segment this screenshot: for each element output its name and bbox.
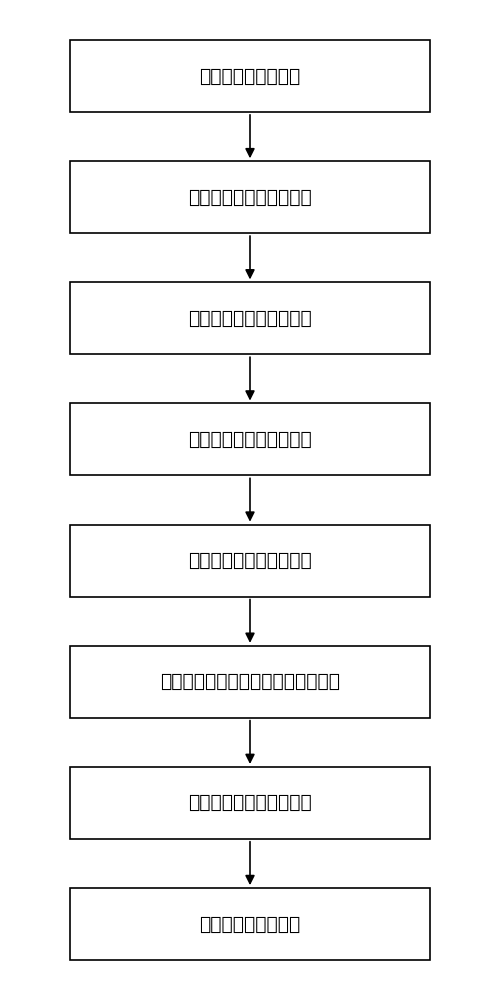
FancyBboxPatch shape <box>70 403 430 475</box>
FancyBboxPatch shape <box>70 767 430 839</box>
Text: 浸入活化溶液，活化处理: 浸入活化溶液，活化处理 <box>188 551 312 570</box>
Text: 去离子水冲洗干净，烘干: 去离子水冲洗干净，烘干 <box>188 793 312 812</box>
Text: 置于丙酮溶液中超声清洗: 置于丙酮溶液中超声清洗 <box>188 188 312 207</box>
FancyBboxPatch shape <box>70 646 430 718</box>
Text: 去离子水冲洗干净，烘干: 去离子水冲洗干净，烘干 <box>188 309 312 328</box>
FancyBboxPatch shape <box>70 888 430 960</box>
Text: 制得掺铝氧化锌薄膜: 制得掺铝氧化锌薄膜 <box>200 914 300 934</box>
FancyBboxPatch shape <box>70 525 430 597</box>
Text: 浸入生长溶液，沉积掺铝氧化锌薄膜: 浸入生长溶液，沉积掺铝氧化锌薄膜 <box>160 672 340 691</box>
FancyBboxPatch shape <box>70 40 430 112</box>
FancyBboxPatch shape <box>70 282 430 354</box>
Text: 无导电性的柔性衬底: 无导电性的柔性衬底 <box>200 67 300 86</box>
Text: 浸入敏化溶液，敏化处理: 浸入敏化溶液，敏化处理 <box>188 430 312 449</box>
FancyBboxPatch shape <box>70 161 430 233</box>
